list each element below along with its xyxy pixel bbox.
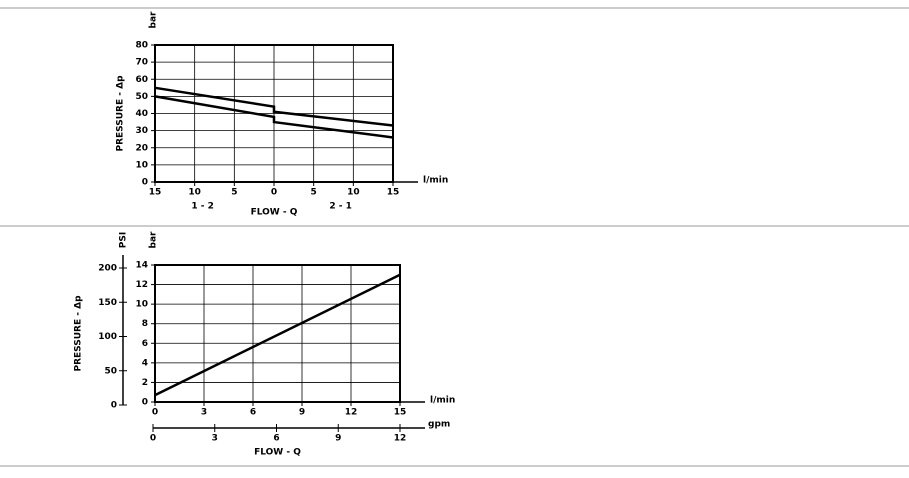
x-unit: l/min xyxy=(423,176,448,186)
x-group-label: 1 - 2 xyxy=(191,202,214,212)
x-tick-label: 5 xyxy=(311,188,317,198)
y-tick-label: 4 xyxy=(142,358,148,368)
x2-tick-label: 12 xyxy=(394,434,407,444)
x-axis-label: FLOW - Q xyxy=(251,208,298,218)
x-group-label: 2 - 1 xyxy=(329,202,352,212)
x2-tick-label: 3 xyxy=(212,434,218,444)
y-tick-label: 20 xyxy=(135,143,148,153)
y-tick-label: 60 xyxy=(135,75,148,85)
plot-frame xyxy=(154,44,394,183)
y-axis-label: PRESSURE - Δp xyxy=(74,295,84,372)
y-tick-label: 2 xyxy=(142,378,148,388)
y2-tick-label: 100 xyxy=(98,332,117,342)
x-tick-label: 15 xyxy=(149,188,162,198)
y-tick-label: 50 xyxy=(135,92,148,102)
x-tick-label: 3 xyxy=(201,408,207,418)
y-tick-label: 40 xyxy=(135,109,148,119)
x-tick-label: 6 xyxy=(250,408,256,418)
plot-frame xyxy=(154,264,401,403)
y-tick-label: 80 xyxy=(135,41,148,51)
x-tick-label: 10 xyxy=(347,188,360,198)
x2-tick-label: 6 xyxy=(273,434,279,444)
x-tick-label: 9 xyxy=(299,408,305,418)
y-unit: bar xyxy=(149,11,159,29)
x-unit: l/min xyxy=(430,396,455,406)
y-tick-label: 0 xyxy=(142,178,148,188)
x-tick-label: 0 xyxy=(152,408,158,418)
y-tick-label: 0 xyxy=(142,398,148,408)
y-axis-label: PRESSURE - Δp xyxy=(116,75,126,152)
x-axis-label: FLOW - Q xyxy=(254,448,301,458)
x-tick-label: 15 xyxy=(387,188,400,198)
y2-tick-label: 200 xyxy=(98,264,117,274)
y2-tick-label: 50 xyxy=(104,366,117,376)
y2-unit: PSI xyxy=(119,232,129,248)
data-line xyxy=(154,86,394,127)
data-line xyxy=(154,273,401,397)
x-tick-label: 0 xyxy=(271,188,277,198)
x-tick-label: 15 xyxy=(394,408,407,418)
x2-tick-label: 9 xyxy=(335,434,341,444)
x-tick-label: 5 xyxy=(231,188,237,198)
y-tick-label: 70 xyxy=(135,58,148,68)
y-unit: bar xyxy=(149,231,159,249)
y-tick-label: 14 xyxy=(135,261,148,271)
x-tick-label: 12 xyxy=(345,408,358,418)
y2-tick-label: 0 xyxy=(111,401,117,411)
y-tick-label: 10 xyxy=(135,300,148,310)
y-tick-label: 10 xyxy=(135,160,148,170)
y-tick-label: 30 xyxy=(135,126,148,136)
data-line xyxy=(154,95,394,139)
x-tick-label: 10 xyxy=(188,188,201,198)
y-tick-label: 6 xyxy=(142,339,148,349)
y-tick-label: 12 xyxy=(135,280,148,290)
y-tick-label: 8 xyxy=(142,319,148,329)
x2-tick-label: 0 xyxy=(150,434,156,444)
y2-tick-label: 150 xyxy=(98,298,117,308)
x2-unit: gpm xyxy=(428,420,450,430)
